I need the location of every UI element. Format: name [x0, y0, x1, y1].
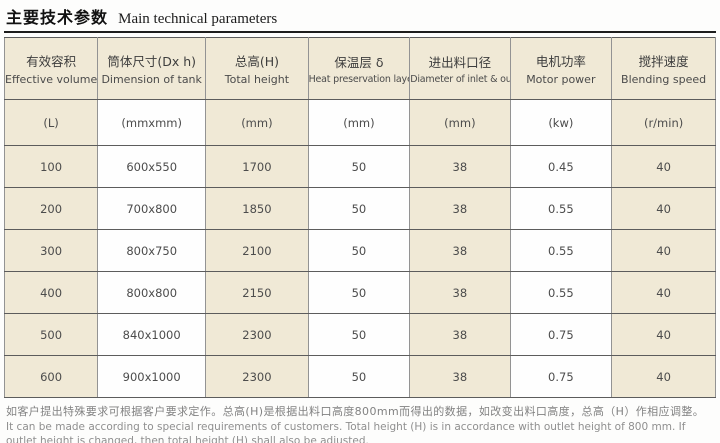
table-cell: 300 — [3, 229, 99, 272]
footnote: 如客户提出特殊要求可根据客户要求定作。总高(H)是根据出料口高度800mm而得出… — [4, 403, 716, 443]
table-cell: 38 — [409, 145, 511, 188]
table-row-500: 500 840x1000 2300 50 38 0.75 40 — [3, 313, 716, 356]
table-cell: 1850 — [205, 187, 309, 230]
column-header-zh: 筒体尺寸(Dx h) — [107, 54, 197, 69]
column-header-en: Dimension of tank — [101, 73, 202, 86]
column-header-en: Diameter of inlet & outlet — [410, 74, 509, 85]
unit-cell: (mm) — [409, 99, 511, 146]
column-header-en: Motor power — [526, 73, 596, 86]
column-header-en: Total height — [224, 73, 290, 86]
column-header-en: Effective volume — [5, 73, 98, 86]
column-header-3: 保温层 δ Heat preservation layer — [307, 37, 411, 100]
table-cell: 2150 — [205, 271, 309, 314]
unit-cell: (L) — [3, 99, 99, 146]
table-row-300: 300 800x750 2100 50 38 0.55 40 — [3, 229, 716, 272]
unit-cell: (mmxmm) — [97, 99, 207, 146]
table-cell: 500 — [3, 313, 99, 356]
parameters-table: 有效容积 Effective volume 筒体尺寸(Dx h) Dimension … — [3, 37, 716, 398]
table-cell: 0.55 — [509, 187, 613, 230]
table-cell: 600x550 — [97, 145, 207, 188]
column-header-zh: 保温层 δ — [334, 55, 384, 70]
table-cell: 0.75 — [509, 313, 613, 356]
table-cell: 40 — [611, 313, 716, 356]
column-header-en: Heat preservation layer — [308, 74, 410, 85]
table-row-200: 200 700x800 1850 50 38 0.55 40 — [3, 187, 716, 230]
table-cell: 200 — [3, 187, 99, 230]
column-header-1: 筒体尺寸(Dx h) Dimension of tank — [97, 37, 207, 100]
unit-cell: (mm) — [205, 99, 309, 146]
table-cell: 0.45 — [509, 145, 613, 188]
table-cell: 40 — [611, 355, 716, 398]
table-cell: 50 — [307, 313, 411, 356]
table-row-400: 400 800x800 2150 50 38 0.55 40 — [3, 271, 716, 314]
table-cell: 50 — [307, 187, 411, 230]
table-cell: 50 — [307, 229, 411, 272]
column-header-en: Blending speed — [621, 73, 707, 86]
units-row: (L) (mmxmm) (mm) (mm) (mm) (kw) (r/min) — [3, 99, 716, 146]
unit-cell: (r/min) — [611, 99, 716, 146]
table-cell: 840x1000 — [97, 313, 207, 356]
unit-cell: (kw) — [509, 99, 613, 146]
table-cell: 2300 — [205, 355, 309, 398]
page-title: 主要技术参数 Main technical parameters — [4, 2, 716, 33]
table-cell: 100 — [3, 145, 99, 188]
table-cell: 800x800 — [97, 271, 207, 314]
table-cell: 1700 — [205, 145, 309, 188]
table-cell: 0.75 — [509, 355, 613, 398]
table-row-600: 600 900x1000 2300 50 38 0.75 40 — [3, 355, 716, 398]
unit-cell: (mm) — [307, 99, 411, 146]
column-header-4: 进出料口径 Diameter of inlet & outlet — [409, 37, 511, 100]
column-header-6: 搅拌速度 Blending speed — [611, 37, 716, 100]
table-cell: 38 — [409, 271, 511, 314]
column-header-zh: 总高(H) — [234, 54, 279, 69]
column-header-2: 总高(H) Total height — [205, 37, 309, 100]
table-cell: 2100 — [205, 229, 309, 272]
column-header-zh: 有效容积 — [26, 54, 77, 69]
table-cell: 900x1000 — [97, 355, 207, 398]
column-header-zh: 搅拌速度 — [638, 54, 689, 69]
column-header-zh: 进出料口径 — [428, 55, 492, 70]
footnote-en: It can be made according to special requ… — [6, 421, 686, 443]
table-cell: 38 — [409, 355, 511, 398]
footnote-zh: 如客户提出特殊要求可根据客户要求定作。总高(H)是根据出料口高度800mm而得出… — [6, 405, 705, 418]
table-cell: 38 — [409, 313, 511, 356]
table-cell: 50 — [307, 271, 411, 314]
page-title-zh: 主要技术参数 — [6, 8, 109, 27]
table-cell: 400 — [3, 271, 99, 314]
table-cell: 40 — [611, 145, 716, 188]
header-row: 有效容积 Effective volume 筒体尺寸(Dx h) Dimension … — [3, 37, 716, 100]
table-cell: 0.55 — [509, 271, 613, 314]
table-cell: 600 — [3, 355, 99, 398]
column-header-zh: 电机功率 — [535, 54, 586, 69]
table-cell: 38 — [409, 187, 511, 230]
table-cell: 2300 — [205, 313, 309, 356]
table-cell: 40 — [611, 187, 716, 230]
table-cell: 800x750 — [97, 229, 207, 272]
table-row-100: 100 600x550 1700 50 38 0.45 40 — [3, 145, 716, 188]
table-cell: 700x800 — [97, 187, 207, 230]
table-cell: 50 — [307, 355, 411, 398]
column-header-5: 电机功率 Motor power — [509, 37, 613, 100]
table-cell: 50 — [307, 145, 411, 188]
column-header-0: 有效容积 Effective volume — [3, 37, 99, 100]
table-cell: 0.55 — [509, 229, 613, 272]
table-cell: 40 — [611, 229, 716, 272]
page-title-en: Main technical parameters — [118, 11, 278, 27]
table-cell: 40 — [611, 271, 716, 314]
table-cell: 38 — [409, 229, 511, 272]
